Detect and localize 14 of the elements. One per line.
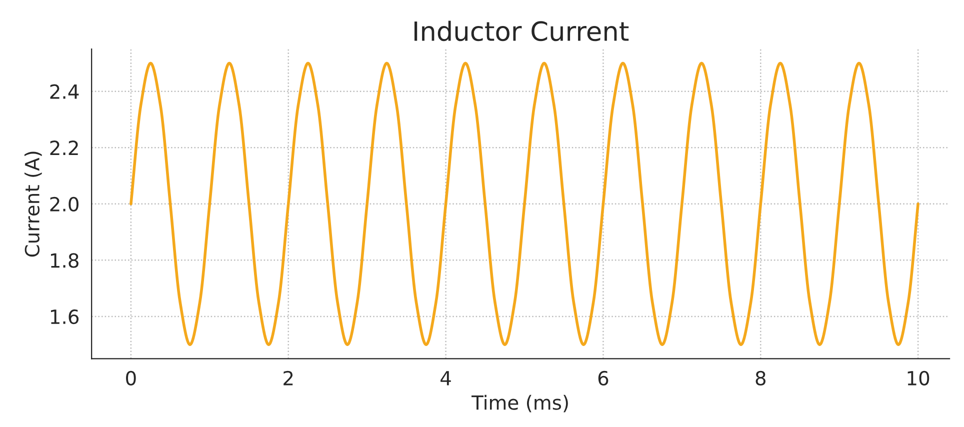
x-tick-label: 8 [756, 370, 766, 386]
y-tick-label: 2.4 [50, 84, 79, 99]
x-tick-label: 6 [598, 370, 608, 386]
y-tick-label: 1.8 [50, 253, 78, 268]
x-axis-title: Time (ms) [472, 394, 568, 412]
x-tick-label: 0 [126, 370, 136, 386]
x-tick-label: 2 [284, 370, 293, 386]
y-tick-label: 1.6 [50, 309, 79, 324]
y-tick-label: 2.0 [50, 196, 78, 212]
y-axis-title: Current (A) [24, 152, 42, 257]
x-tick-label: 10 [908, 370, 930, 386]
y-tick-label: 2.2 [50, 140, 78, 155]
x-tick-label: 4 [440, 371, 451, 386]
chart-title: Inductor Current [414, 20, 629, 42]
